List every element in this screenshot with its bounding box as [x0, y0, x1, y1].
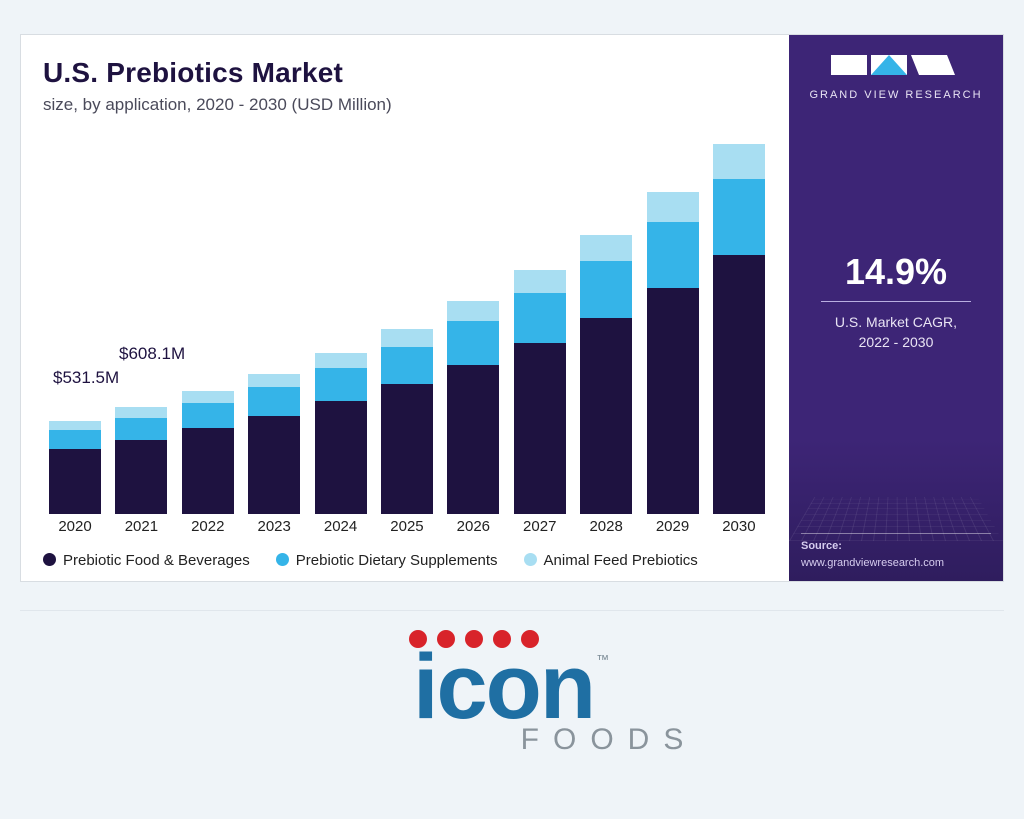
bar-segment-animal	[49, 421, 101, 430]
gvr-logo-text: GRAND VIEW RESEARCH	[809, 89, 982, 101]
x-label: 2027	[514, 518, 566, 540]
bar-segment-animal	[381, 329, 433, 347]
x-label: 2022	[182, 518, 234, 540]
bar-segment-food_bev	[647, 288, 699, 514]
bar-segment-food_bev	[49, 449, 101, 514]
bar-2024	[315, 353, 367, 514]
bar-segment-animal	[315, 353, 367, 368]
x-label: 2026	[447, 518, 499, 540]
bar-segment-animal	[182, 391, 234, 402]
divider-line	[20, 610, 1004, 611]
bar-segment-supplements	[580, 261, 632, 318]
cagr-divider	[821, 301, 971, 302]
bar-segment-supplements	[647, 222, 699, 288]
bar-segment-animal	[647, 192, 699, 223]
x-label: 2028	[580, 518, 632, 540]
cagr-value: 14.9%	[821, 251, 971, 293]
bar-segment-animal	[514, 270, 566, 293]
bar-segment-supplements	[713, 179, 765, 254]
bar-segment-supplements	[49, 430, 101, 449]
gvr-logo-mark	[809, 51, 982, 81]
bar-segment-food_bev	[315, 401, 367, 514]
bar-segment-food_bev	[713, 255, 765, 514]
legend-item: Animal Feed Prebiotics	[524, 552, 698, 569]
bar-segment-food_bev	[248, 416, 300, 514]
chart-bars-container: $531.5M$608.1M	[43, 146, 771, 514]
x-label: 2029	[647, 518, 699, 540]
brand-trademark: ™	[596, 652, 609, 667]
bar-2030	[713, 144, 765, 514]
bar-segment-animal	[447, 301, 499, 321]
bar-segment-animal	[580, 235, 632, 261]
x-label: 2025	[381, 518, 433, 540]
infographic-card: U.S. Prebiotics Market size, by applicat…	[20, 34, 1004, 582]
x-label: 2030	[713, 518, 765, 540]
bar-segment-food_bev	[580, 318, 632, 514]
bar-2029	[647, 192, 699, 514]
side-panel: GRAND VIEW RESEARCH 14.9% U.S. Market CA…	[789, 35, 1003, 581]
bar-segment-supplements	[447, 321, 499, 365]
bar-2028	[580, 235, 632, 514]
legend-item: Prebiotic Dietary Supplements	[276, 552, 498, 569]
x-label: 2023	[248, 518, 300, 540]
x-label: 2021	[115, 518, 167, 540]
bar-segment-food_bev	[381, 384, 433, 514]
bar-segment-supplements	[514, 293, 566, 343]
source-url: www.grandviewresearch.com	[801, 557, 944, 569]
bar-segment-animal	[115, 407, 167, 417]
chart-subtitle: size, by application, 2020 - 2030 (USD M…	[43, 95, 771, 115]
x-label: 2020	[49, 518, 101, 540]
cagr-label: U.S. Market CAGR, 2022 - 2030	[821, 312, 971, 353]
chart-x-axis: 2020 2021 2022 2023 2024 2025 2026 2027 2028 2029…	[43, 518, 771, 540]
cagr-stat: 14.9% U.S. Market CAGR, 2022 - 2030	[821, 251, 971, 353]
bar-2022	[182, 391, 234, 514]
bar-segment-animal	[713, 144, 765, 179]
bar-2020	[49, 421, 101, 514]
legend-label: Prebiotic Dietary Supplements	[296, 552, 498, 569]
legend-item: Prebiotic Food & Beverages	[43, 552, 250, 569]
bar-segment-supplements	[381, 347, 433, 385]
brand-subword: FOODS	[521, 723, 698, 757]
chart-plot-area: $531.5M$608.1M 2020202120222023202420252…	[43, 129, 771, 540]
value-callout: $531.5M	[53, 368, 119, 388]
x-label: 2024	[315, 518, 367, 540]
bar-2026	[447, 301, 499, 514]
bar-segment-food_bev	[115, 440, 167, 514]
source-label: Source:	[801, 540, 842, 552]
source-block: Source: www.grandviewresearch.com	[801, 533, 991, 571]
legend-swatch	[276, 553, 289, 566]
chart-pane: U.S. Prebiotics Market size, by applicat…	[21, 35, 789, 581]
bar-2021	[115, 407, 167, 514]
bar-segment-animal	[248, 374, 300, 387]
icon-foods-logo: icon ™ FOODS	[0, 630, 1024, 757]
bar-segment-supplements	[115, 418, 167, 440]
legend-label: Animal Feed Prebiotics	[544, 552, 698, 569]
chart-title: U.S. Prebiotics Market	[43, 57, 771, 89]
bar-segment-supplements	[315, 368, 367, 401]
bar-2025	[381, 329, 433, 514]
bar-2023	[248, 374, 300, 514]
gvr-logo: GRAND VIEW RESEARCH	[809, 51, 982, 101]
bar-segment-supplements	[182, 403, 234, 428]
chart-legend: Prebiotic Food & Beverages Prebiotic Diet…	[43, 540, 771, 569]
legend-swatch	[43, 553, 56, 566]
value-callout: $608.1M	[119, 344, 185, 364]
bar-segment-food_bev	[182, 428, 234, 514]
cagr-label-line1: U.S. Market CAGR,	[835, 314, 957, 330]
legend-label: Prebiotic Food & Beverages	[63, 552, 250, 569]
legend-swatch	[524, 553, 537, 566]
cagr-label-line2: 2022 - 2030	[859, 334, 934, 350]
brand-word: icon	[413, 646, 594, 729]
bar-segment-food_bev	[514, 343, 566, 514]
bar-segment-food_bev	[447, 365, 499, 514]
brand-wordmark-row: icon ™	[413, 646, 611, 729]
bar-2027	[514, 270, 566, 514]
bar-segment-supplements	[248, 387, 300, 416]
